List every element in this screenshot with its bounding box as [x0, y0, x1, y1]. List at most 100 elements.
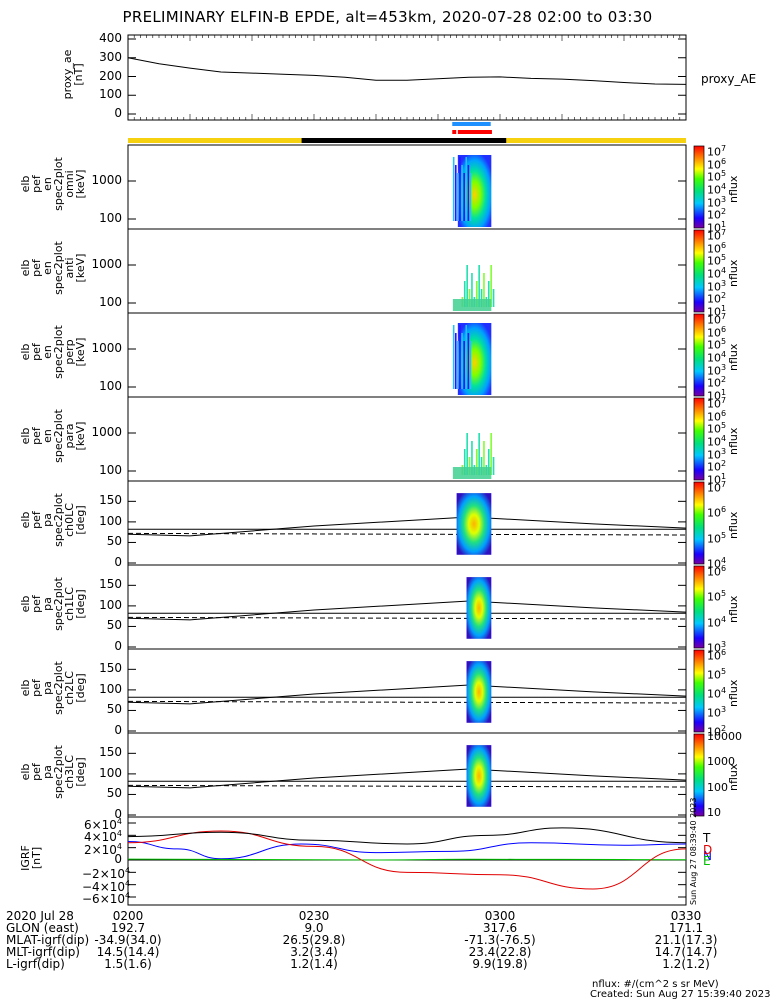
colorbar-label-8: nflux: [727, 763, 740, 791]
colorbar-tick-2: 102: [707, 291, 727, 306]
colorbar-label-2: nflux: [727, 259, 740, 287]
ylabel-panel-4: elb pef en spec2plot para [keV]: [19, 409, 87, 463]
energy-spectrogram-streak-1: [463, 173, 465, 221]
loss-cone-line-8: [127, 768, 687, 789]
energy-spectrogram-streak-2: [490, 265, 492, 307]
colorbar-8: [693, 733, 705, 817]
igrf-line-T: [127, 827, 687, 845]
colorbar-label-4: nflux: [727, 427, 740, 455]
colorbar-tick-2: 105: [707, 253, 727, 268]
footer-created: Created: Sun Aug 27 15:39:40 2023: [590, 989, 771, 1000]
ytick-label-5: 50: [106, 534, 122, 549]
energy-spectrogram-streak-1: [465, 157, 468, 221]
ytick-label-4: 100: [99, 463, 122, 477]
orbit-value: 14.5(14.4): [96, 945, 160, 959]
ytick-label-5: 100: [99, 513, 122, 528]
energy-spectrogram-streak-3: [454, 333, 457, 389]
pitch-angle-spectrogram-5: [456, 493, 492, 555]
igrf-legend-T: T: [703, 831, 711, 845]
orbit-value: 0300: [484, 909, 516, 923]
science-zone-bar-blue: [452, 122, 491, 126]
night-bar: [301, 138, 507, 143]
ytick-label-9: 0: [114, 852, 122, 866]
ytick-label-9: −4×104: [82, 878, 131, 894]
proxy-ae-ytick-label: 400: [99, 31, 122, 45]
colorbar-tick-2: 104: [707, 266, 727, 281]
anti-loss-cone-line-8: [127, 784, 687, 788]
igrf-legend-E: E: [703, 854, 711, 868]
ytick-label-9: −6×104: [82, 891, 131, 906]
energy-spectrogram-streak-4: [475, 449, 478, 475]
ylabel-panel-0: proxy_ae [nT]: [61, 49, 85, 100]
proxy-ae-line: [127, 57, 687, 85]
ylabel-panel-8: elb pef pa spec2plot ch3LC [deg]: [19, 745, 87, 799]
colorbar-tick-3: 106: [707, 324, 727, 340]
energy-spectrogram-streak-2: [463, 281, 466, 307]
orbit-value: 0230: [298, 909, 330, 923]
anti-loss-cone-line-6: [127, 616, 687, 620]
energy-spectrogram-streak-1: [469, 173, 472, 221]
colorbar-tick-7: 103: [707, 705, 727, 720]
colorbar-6: [693, 565, 705, 649]
colorbar-tick-4: 106: [707, 408, 727, 424]
colorbar-tick-4: 104: [707, 434, 727, 449]
colorbar-tick-2: 101: [707, 304, 727, 319]
timestamp-stamp: Sun Aug 27 08:39:40 2023: [689, 797, 698, 905]
colorbar-tick-5: 105: [707, 530, 727, 546]
orbit-value: 21.1(17.3): [654, 933, 718, 947]
orbit-row-label: GLON (east): [6, 921, 79, 935]
colorbar-tick-5: 107: [707, 480, 727, 495]
colorbar-tick-3: 102: [707, 375, 727, 390]
colorbar-tick-7: 105: [707, 667, 727, 682]
colorbar-tick-6: 104: [707, 614, 727, 630]
ytick-label-6: 100: [99, 597, 122, 612]
energy-spectrogram-streak-3: [459, 325, 461, 389]
energy-spectrogram-streak-4: [480, 457, 483, 475]
colorbar-tick-4: 102: [707, 459, 727, 474]
colorbar-tick-2: 103: [707, 278, 727, 294]
energy-spectrogram-base-4: [452, 467, 492, 479]
orbit-row-label: MLT-igrf(dip): [6, 945, 80, 959]
colorbar-tick-4: 101: [707, 472, 727, 487]
orbit-value: 14.7(14.7): [654, 945, 718, 959]
colorbar-tick-7: 106: [707, 648, 727, 663]
energy-spectrogram-streak-1: [452, 157, 455, 221]
panel-frame-4: [127, 396, 687, 482]
colorbar-tick-2: 106: [707, 240, 727, 256]
energy-spectrogram-streak-4: [471, 441, 473, 475]
colorbar-tick-1: 107: [707, 144, 727, 159]
energy-spectrogram-streak-2: [471, 273, 473, 307]
ytick-label-9: 6×104: [83, 817, 122, 832]
footer-units: nflux: #/(cm^2 s sr MeV): [592, 979, 719, 990]
orbit-value: 171.1: [668, 921, 704, 935]
colorbar-tick-8: 10: [707, 806, 721, 819]
proxy-ae-ytick-label: 0: [114, 106, 122, 120]
igrf-legend-D: D: [703, 843, 713, 857]
proxy-ae-ytick-label: 100: [99, 87, 122, 102]
colorbar-tick-8: 1000: [707, 755, 735, 769]
pitch-angle-spectrogram-7: [466, 661, 492, 723]
colorbar-tick-1: 101: [707, 220, 727, 235]
energy-spectrogram-streak-3: [452, 325, 455, 389]
energy-spectrogram-streak-2: [478, 265, 480, 307]
ytick-label-6: 0: [114, 639, 122, 653]
ytick-label-9: 4×104: [83, 829, 122, 845]
panel-frame-8: [127, 732, 687, 818]
orbit-value: 26.5(29.8): [282, 933, 346, 947]
orbit-value: 0200: [112, 909, 144, 923]
orbit-row-label: L-igrf(dip): [6, 957, 65, 971]
ytick-label-9: 2×104: [83, 841, 122, 857]
colorbar-tick-6: 106: [707, 564, 727, 579]
ytick-label-3: 100: [99, 379, 122, 393]
loss-cone-line-6: [127, 600, 687, 621]
ytick-label-1: 100: [99, 211, 122, 225]
energy-spectrogram-streak-4: [463, 449, 466, 475]
ylabel-panel-7: elb pef pa spec2plot ch2LC [deg]: [19, 661, 87, 715]
colorbar-label-3: nflux: [727, 343, 740, 371]
energy-spectrogram-streak-1: [459, 157, 461, 221]
ylabel-panel-2: elb pef en spec2plot anti [keV]: [19, 241, 87, 295]
ytick-label-7: 150: [99, 661, 122, 676]
proxy-ae-frame: [127, 34, 687, 121]
colorbar-tick-1: 105: [707, 169, 727, 184]
